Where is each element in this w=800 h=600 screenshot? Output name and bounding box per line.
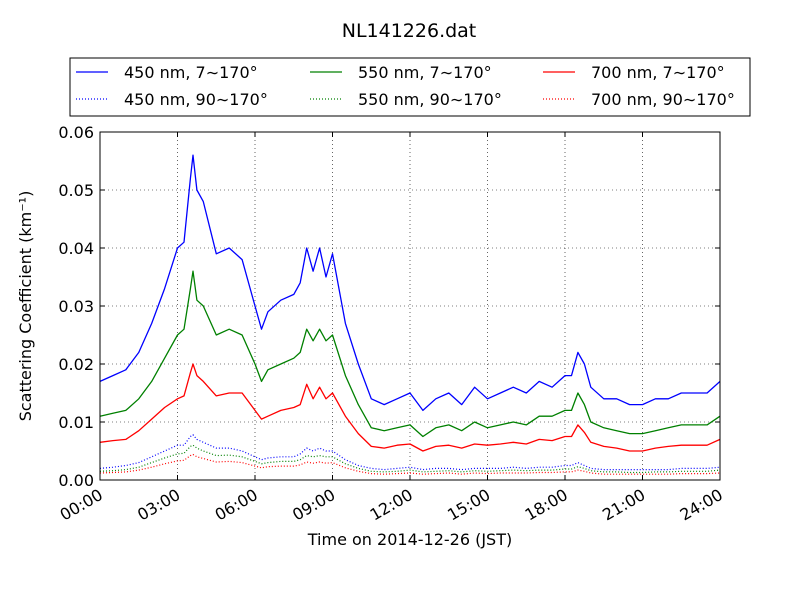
legend-frame: [69, 57, 751, 117]
x-tick-label: 12:00: [367, 485, 416, 525]
y-tick-label: 0.02: [58, 355, 94, 374]
y-axis-label: Scattering Coefficient (km⁻¹): [16, 191, 35, 422]
x-tick-label: 21:00: [599, 485, 648, 525]
y-tick-label: 0.05: [58, 181, 94, 200]
legend-label-4: 550 nm, 90∼170°: [358, 90, 502, 109]
legend-label-2: 450 nm, 90∼170°: [124, 90, 268, 109]
x-tick-label: 18:00: [522, 485, 571, 525]
series-line-3: [99, 270, 721, 438]
chart-title: NL141226.dat: [342, 20, 477, 42]
x-tick-label: 09:00: [289, 485, 338, 525]
axis-ticks: 00:00 03:00 06:00 09:00 12:00 15:00 18:00 21:00…: [57, 123, 726, 525]
legend-label-3: 550 nm, 7∼170°: [358, 63, 492, 82]
legend-label-1: 450 nm, 7∼170°: [124, 63, 258, 82]
x-tick-label: 06:00: [212, 485, 261, 525]
legend: 450 nm, 7∼170° 450 nm, 90∼170° 550 nm, 7∼1…: [69, 57, 751, 117]
x-tick-label: 15:00: [444, 485, 493, 525]
x-tick-label: 24:00: [677, 485, 726, 525]
grid-lines: [100, 132, 720, 480]
y-tick-label: 0.00: [58, 471, 94, 490]
series-line-4: [99, 444, 721, 474]
series-line-2: [99, 434, 721, 471]
legend-label-5: 700 nm, 7∼170°: [591, 63, 725, 82]
series-line-6: [99, 453, 721, 475]
series-line-1: [99, 154, 721, 412]
y-tick-label: 0.04: [58, 239, 94, 258]
x-axis-label: Time on 2014-12-26 (JST): [307, 530, 512, 549]
y-tick-label: 0.01: [58, 413, 94, 432]
x-tick-label: 00:00: [57, 485, 106, 525]
y-tick-label: 0.06: [58, 123, 94, 142]
legend-label-6: 700 nm, 90∼170°: [591, 90, 735, 109]
x-tick-label: 03:00: [134, 485, 183, 525]
y-tick-label: 0.03: [58, 297, 94, 316]
series-layer: [99, 154, 721, 475]
series-line-5: [99, 363, 721, 452]
